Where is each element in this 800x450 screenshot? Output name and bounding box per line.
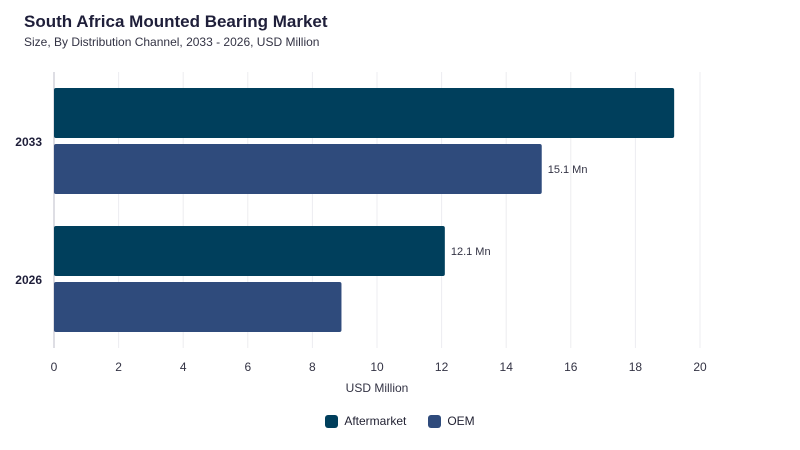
x-tick-label: 6 <box>244 360 251 374</box>
chart-title: South Africa Mounted Bearing Market <box>24 12 328 31</box>
x-tick-label: 4 <box>180 360 187 374</box>
data-labels: 15.1 Mn 12.1 Mn <box>451 164 588 258</box>
bar-oem-2026[interactable] <box>54 282 342 332</box>
legend: Aftermarket OEM <box>0 414 800 428</box>
x-tick-label: 20 <box>693 360 707 374</box>
x-axis-title: USD Million <box>346 381 409 395</box>
bars <box>54 88 675 332</box>
x-tick-label: 0 <box>51 360 58 374</box>
legend-swatch-aftermarket <box>325 414 339 428</box>
legend-item-oem[interactable]: OEM <box>428 414 475 428</box>
data-label: 12.1 Mn <box>451 246 491 258</box>
legend-swatch-oem <box>428 414 442 428</box>
x-tick-label: 18 <box>629 360 643 374</box>
legend-label-aftermarket: Aftermarket <box>344 414 407 428</box>
chart-subtitle: Size, By Distribution Channel, 2033 - 20… <box>24 35 320 49</box>
data-label: 15.1 Mn <box>548 164 588 176</box>
bar-oem-2033[interactable] <box>54 144 542 194</box>
x-tick-label: 16 <box>564 360 578 374</box>
legend-label-oem: OEM <box>447 414 475 428</box>
bar-aftermarket-2026[interactable] <box>54 226 445 276</box>
bar-aftermarket-2033[interactable] <box>54 88 675 138</box>
category-label: 2033 <box>15 135 42 149</box>
category-labels: 2033 2026 <box>15 135 42 287</box>
legend-item-aftermarket[interactable]: Aftermarket <box>325 414 406 428</box>
x-tick-label: 14 <box>500 360 514 374</box>
x-tick-label: 10 <box>370 360 384 374</box>
x-tick-label: 12 <box>435 360 449 374</box>
x-tick-label: 8 <box>309 360 316 374</box>
category-label: 2026 <box>15 273 42 287</box>
x-tick-label: 2 <box>115 360 122 374</box>
x-tick-labels: 0 2 4 6 8 10 12 14 16 18 20 <box>51 360 707 374</box>
